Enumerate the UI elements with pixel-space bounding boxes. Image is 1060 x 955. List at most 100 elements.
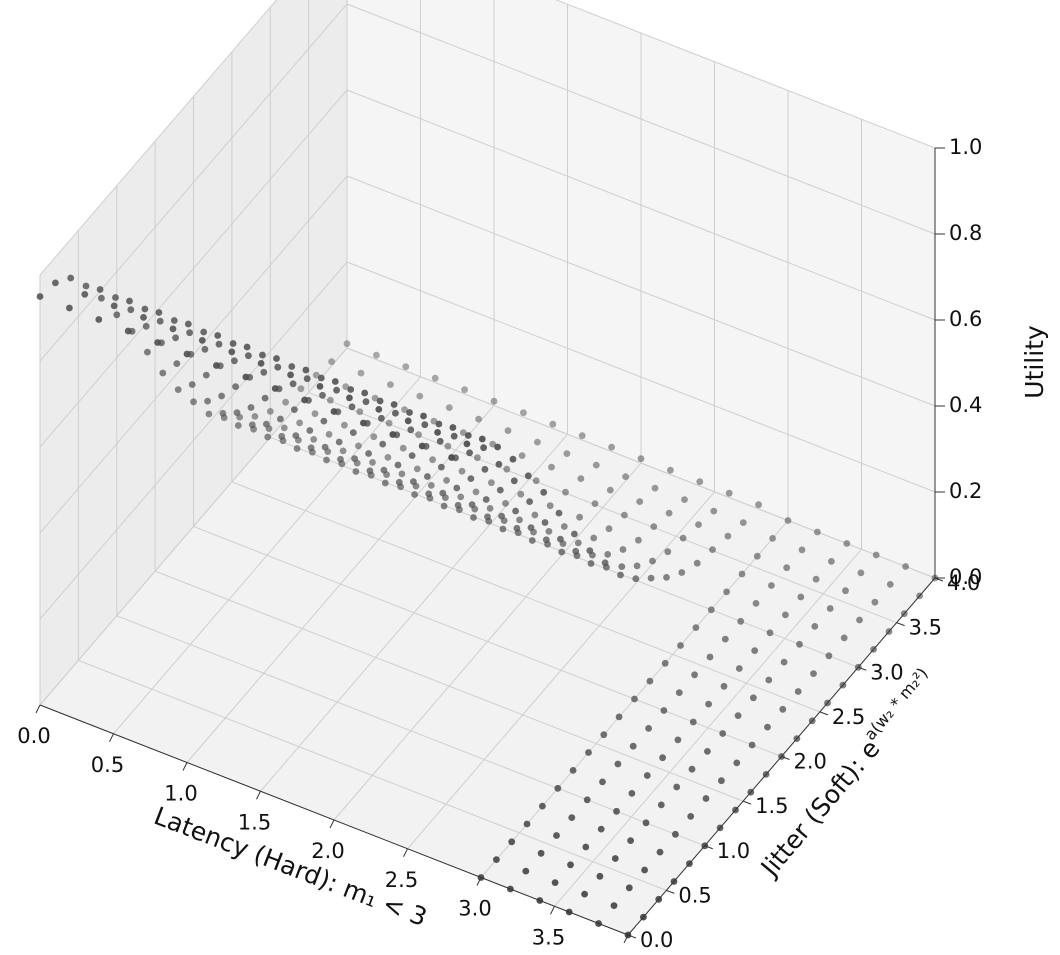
- grid-line: [39, 175, 936, 534]
- point: [597, 825, 605, 833]
- point: [748, 741, 756, 749]
- point: [335, 438, 343, 446]
- grid-line: [39, 89, 936, 448]
- point: [356, 408, 364, 416]
- point: [661, 659, 669, 667]
- point: [288, 363, 296, 370]
- point: [810, 670, 817, 677]
- point: [673, 783, 681, 791]
- z-tick-label: 0.2: [949, 479, 982, 503]
- x-tick-mark: [550, 906, 555, 915]
- point: [443, 477, 450, 484]
- point: [496, 486, 504, 494]
- point: [450, 432, 458, 440]
- point: [52, 279, 59, 287]
- point: [431, 374, 439, 382]
- x-tick-label: 2.0: [311, 839, 344, 863]
- point: [172, 334, 180, 342]
- point: [306, 427, 314, 434]
- point: [480, 444, 487, 452]
- point: [526, 498, 533, 505]
- point: [524, 472, 532, 480]
- point: [689, 718, 697, 726]
- point: [541, 519, 549, 526]
- point: [562, 488, 569, 496]
- point: [170, 317, 178, 324]
- point: [571, 530, 578, 538]
- y-tick-label: 1.0: [717, 839, 750, 863]
- point: [633, 562, 641, 570]
- point: [499, 525, 507, 533]
- z-axis-label: Utility: [1020, 325, 1049, 399]
- point: [375, 406, 383, 413]
- point: [346, 394, 353, 402]
- point: [459, 429, 467, 436]
- point: [82, 282, 90, 290]
- point: [444, 442, 452, 450]
- point: [825, 652, 833, 660]
- point: [404, 417, 412, 425]
- point: [266, 408, 274, 415]
- point: [558, 548, 566, 556]
- point: [643, 772, 651, 779]
- point: [159, 369, 167, 377]
- point: [614, 760, 622, 768]
- point: [574, 539, 582, 547]
- point: [219, 409, 227, 417]
- point: [600, 731, 608, 739]
- point: [468, 501, 476, 508]
- point: [604, 551, 612, 558]
- x-tick-label: 3.5: [532, 925, 565, 949]
- point: [637, 455, 645, 463]
- point: [555, 509, 563, 517]
- point: [542, 536, 550, 544]
- point: [320, 417, 328, 425]
- point: [389, 431, 397, 438]
- point: [384, 454, 392, 461]
- x-tick-mark: [256, 791, 261, 800]
- point: [369, 459, 376, 466]
- point: [750, 694, 757, 702]
- point: [127, 306, 135, 314]
- point: [752, 600, 760, 607]
- point: [704, 748, 711, 755]
- y-tick-mark: [742, 800, 752, 805]
- point: [351, 455, 358, 462]
- point: [352, 468, 360, 475]
- point: [617, 571, 624, 579]
- point: [484, 513, 491, 521]
- point: [582, 843, 590, 851]
- point: [242, 373, 250, 381]
- point: [572, 547, 580, 555]
- point: [517, 490, 525, 498]
- point: [695, 521, 702, 528]
- point: [563, 450, 571, 457]
- point: [434, 429, 441, 436]
- point: [780, 658, 788, 666]
- point: [720, 682, 728, 690]
- point: [415, 431, 422, 439]
- point: [553, 832, 560, 839]
- point: [277, 415, 284, 423]
- point: [871, 598, 879, 606]
- point: [627, 837, 634, 844]
- point: [379, 440, 387, 448]
- point: [510, 477, 518, 485]
- point: [508, 838, 516, 846]
- point: [347, 386, 355, 393]
- point: [739, 519, 747, 526]
- point: [576, 513, 583, 521]
- point: [362, 398, 370, 406]
- point: [678, 569, 686, 576]
- point: [688, 765, 696, 773]
- point: [202, 371, 210, 379]
- point: [516, 516, 523, 524]
- point: [424, 473, 431, 480]
- point: [278, 432, 286, 440]
- point: [373, 351, 380, 359]
- point: [184, 320, 192, 328]
- point: [610, 902, 618, 909]
- point: [360, 419, 367, 427]
- point: [67, 274, 75, 282]
- point: [811, 623, 819, 630]
